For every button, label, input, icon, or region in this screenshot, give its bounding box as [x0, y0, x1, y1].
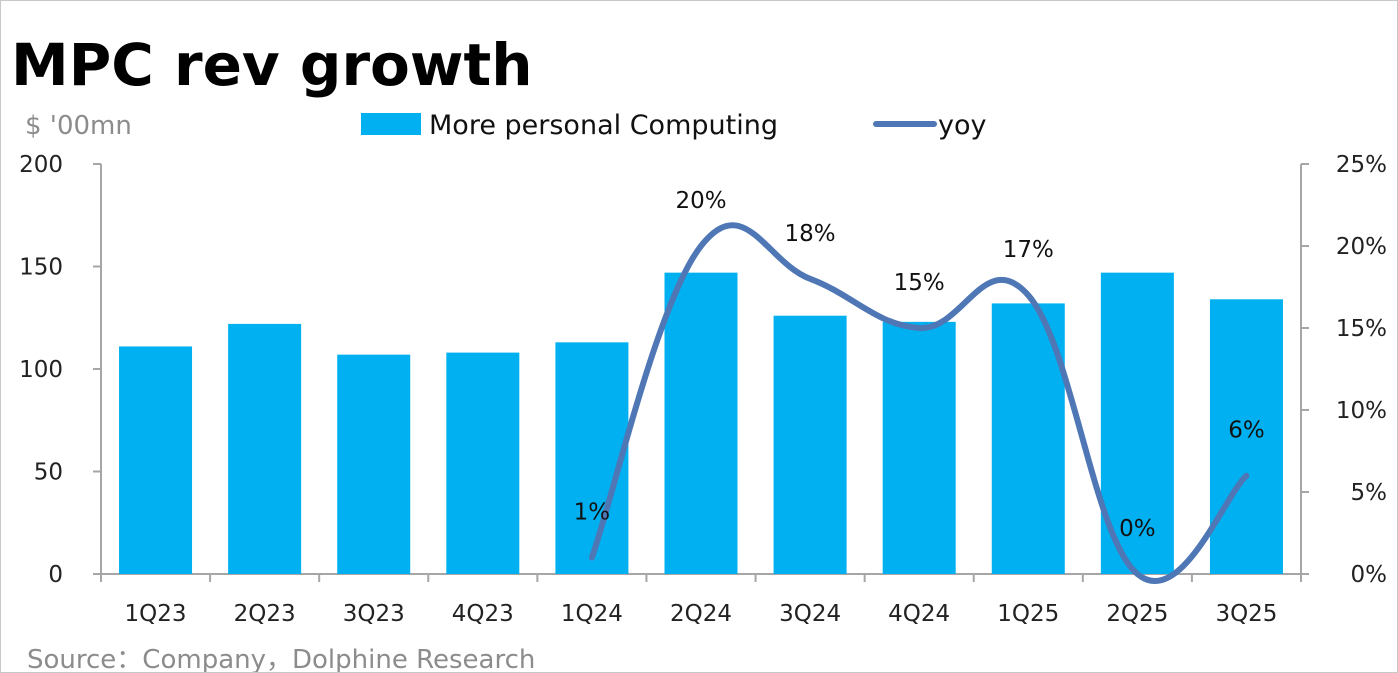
left-tick-label: 150: [19, 255, 63, 281]
legend-line-label: yoy: [938, 110, 986, 141]
left-tick-label: 0: [48, 562, 63, 588]
axes: 0 50 100 150 200 0% 5% 10% 15% 20% 25% 1Q23 2Q23 3Q23…: [19, 152, 1387, 627]
legend-bar-label: More personal Computing: [429, 110, 778, 141]
right-tick-label: 5%: [1351, 480, 1388, 506]
yoy-line: [588, 222, 1250, 584]
right-tick-label: 0%: [1351, 562, 1388, 588]
left-tick-label: 50: [34, 460, 63, 486]
x-tick-label: 2Q24: [670, 601, 732, 627]
x-tick-label: 2Q25: [1106, 601, 1168, 627]
bar-2Q25: [1100, 272, 1174, 574]
right-tick-label: 20%: [1336, 234, 1387, 260]
bar-3Q25: [1209, 299, 1283, 574]
x-tick-label: 1Q24: [561, 601, 623, 627]
bar-4Q24: [882, 321, 956, 574]
unit-label: $ '00mn: [25, 111, 132, 141]
chart-title: MPC rev growth: [11, 31, 533, 99]
legend: More personal Computing yoy: [361, 110, 986, 141]
left-tick-label: 100: [19, 357, 63, 383]
yoy-label-2Q25: 0%: [1119, 516, 1156, 542]
x-tick-label: 2Q23: [234, 601, 296, 627]
yoy-label-3Q25: 6%: [1228, 418, 1265, 444]
left-tick-label: 200: [19, 152, 63, 178]
legend-bar-swatch: [361, 113, 421, 135]
bar-2Q24: [664, 272, 738, 574]
x-tick-label: 1Q25: [997, 601, 1059, 627]
x-tick-label: 3Q24: [779, 601, 841, 627]
bar-1Q24: [555, 342, 629, 574]
yoy-label-1Q25: 17%: [1003, 237, 1054, 263]
x-tick-label: 3Q23: [343, 601, 405, 627]
right-tick-label: 10%: [1336, 398, 1387, 424]
yoy-label-4Q24: 15%: [894, 270, 945, 296]
source-note: Source：Company，Dolphine Research: [27, 645, 535, 672]
bar-1Q23: [119, 346, 193, 574]
x-tick-label: 4Q24: [888, 601, 950, 627]
yoy-label-3Q24: 18%: [785, 221, 836, 247]
yoy-label-2Q24: 20%: [675, 188, 726, 214]
bar-4Q23: [446, 352, 520, 574]
x-tick-label: 3Q25: [1215, 601, 1277, 627]
right-tick-label: 25%: [1336, 152, 1387, 178]
bars: [119, 272, 1283, 574]
bar-3Q24: [773, 315, 847, 574]
x-tick-label: 1Q23: [125, 601, 187, 627]
bar-3Q23: [337, 354, 411, 574]
yoy-label-1Q24: 1%: [574, 500, 611, 526]
bar-2Q23: [228, 323, 302, 574]
data-labels: 1% 20% 18% 15% 17% 0% 6%: [574, 188, 1265, 542]
x-tick-label: 4Q23: [452, 601, 514, 627]
right-tick-label: 15%: [1336, 316, 1387, 342]
